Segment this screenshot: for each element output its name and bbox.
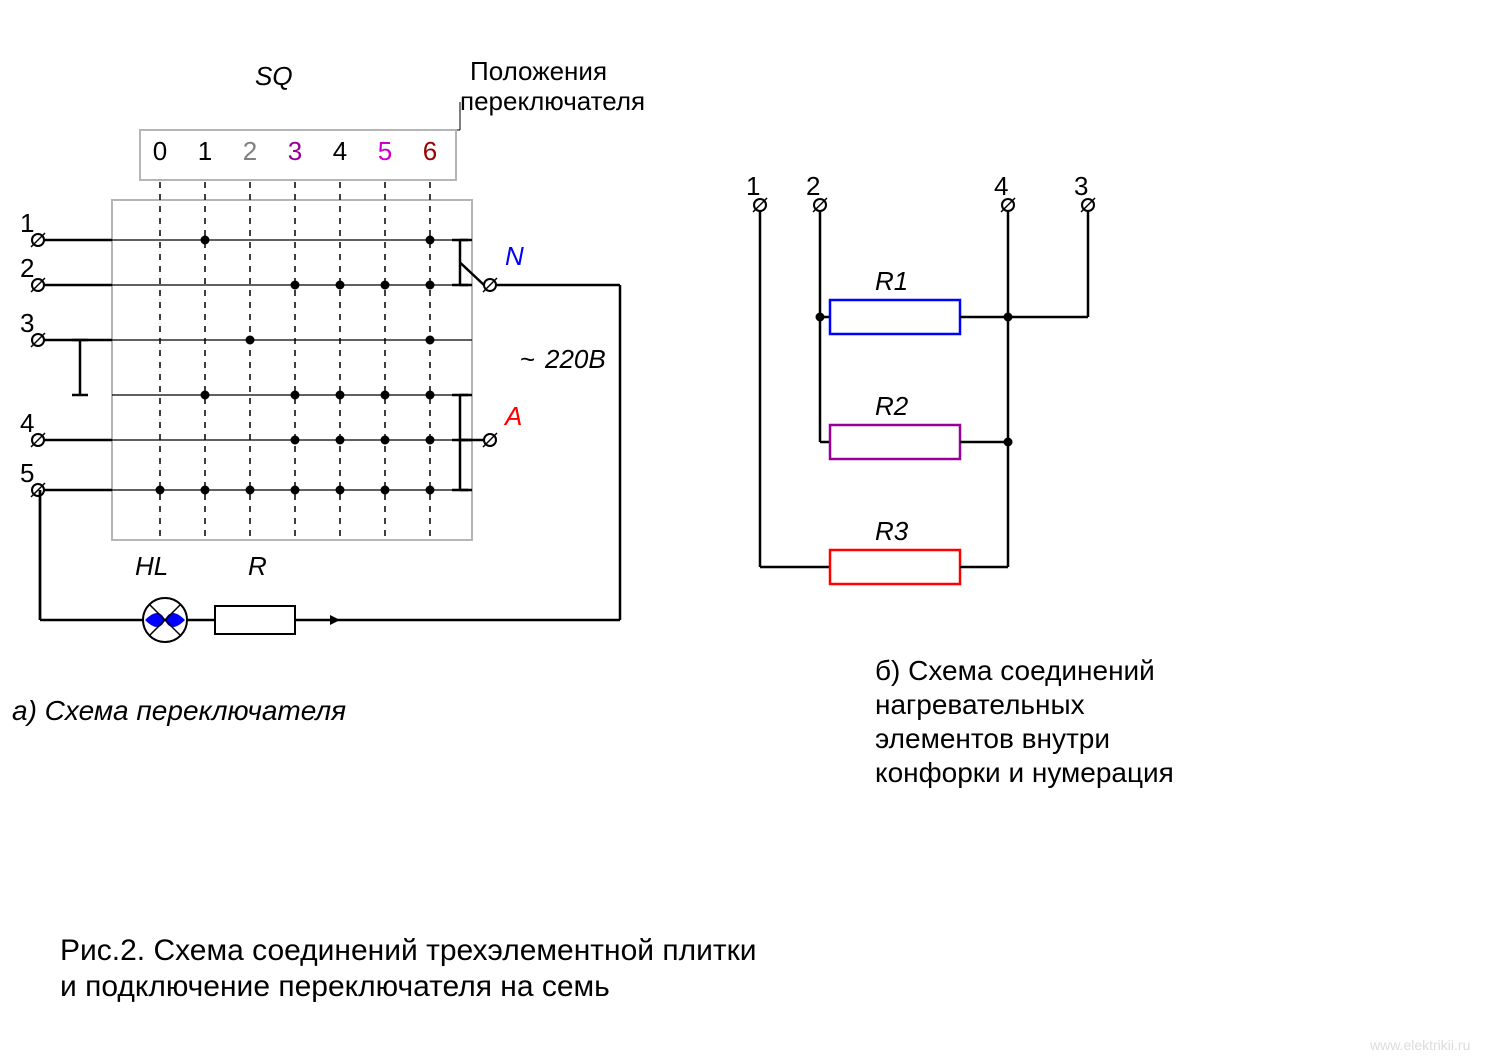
left-term-label: 3 <box>20 308 34 338</box>
label-a: A <box>503 401 522 431</box>
figure-caption: Рис.2. Схема соединений трехэлементной п… <box>60 934 756 967</box>
b-term-label: 4 <box>994 171 1008 201</box>
label-r2: R2 <box>875 391 909 421</box>
pos-number: 6 <box>423 136 437 166</box>
left-term-label: 5 <box>20 458 34 488</box>
pos-number: 2 <box>243 136 257 166</box>
left-term-label: 4 <box>20 408 34 438</box>
label-sq: SQ <box>255 61 293 91</box>
label-hl: HL <box>135 551 168 581</box>
diagram-canvas: SQ Положенияпереключателя 0 1 2 3 4 5 6 1 2 3 4 5 N A ~2… <box>0 0 1500 1060</box>
pos-number: 1 <box>198 136 212 166</box>
left-term-label: 2 <box>20 253 34 283</box>
pos-number: 4 <box>333 136 347 166</box>
watermark: www.elektrikii.ru <box>1369 1037 1470 1053</box>
left-term-label: 1 <box>20 208 34 238</box>
label-voltage: 220В <box>544 344 606 374</box>
positions-title: переключателя <box>460 86 645 116</box>
b-term-label: 3 <box>1074 171 1088 201</box>
b-term-label: 1 <box>746 171 760 201</box>
pos-number: 0 <box>153 136 167 166</box>
tilde: ~ <box>520 344 535 374</box>
caption-b: нагревательных <box>875 689 1085 720</box>
label-r1: R1 <box>875 266 908 296</box>
pos-number: 5 <box>378 136 392 166</box>
caption-b: элементов внутри <box>875 723 1110 754</box>
figure-caption: и подключение переключателя на семь <box>60 970 610 1003</box>
label-r3: R3 <box>875 516 909 546</box>
caption-a: а) Схема переключателя <box>12 695 346 726</box>
caption-b: б) Схема соединений <box>875 655 1155 686</box>
caption-b: конфорки и нумерация <box>875 757 1174 788</box>
pos-number: 3 <box>288 136 302 166</box>
label-n: N <box>505 241 524 271</box>
b-term-label: 2 <box>806 171 820 201</box>
positions-title: Положения <box>470 56 607 86</box>
label-r: R <box>248 551 267 581</box>
